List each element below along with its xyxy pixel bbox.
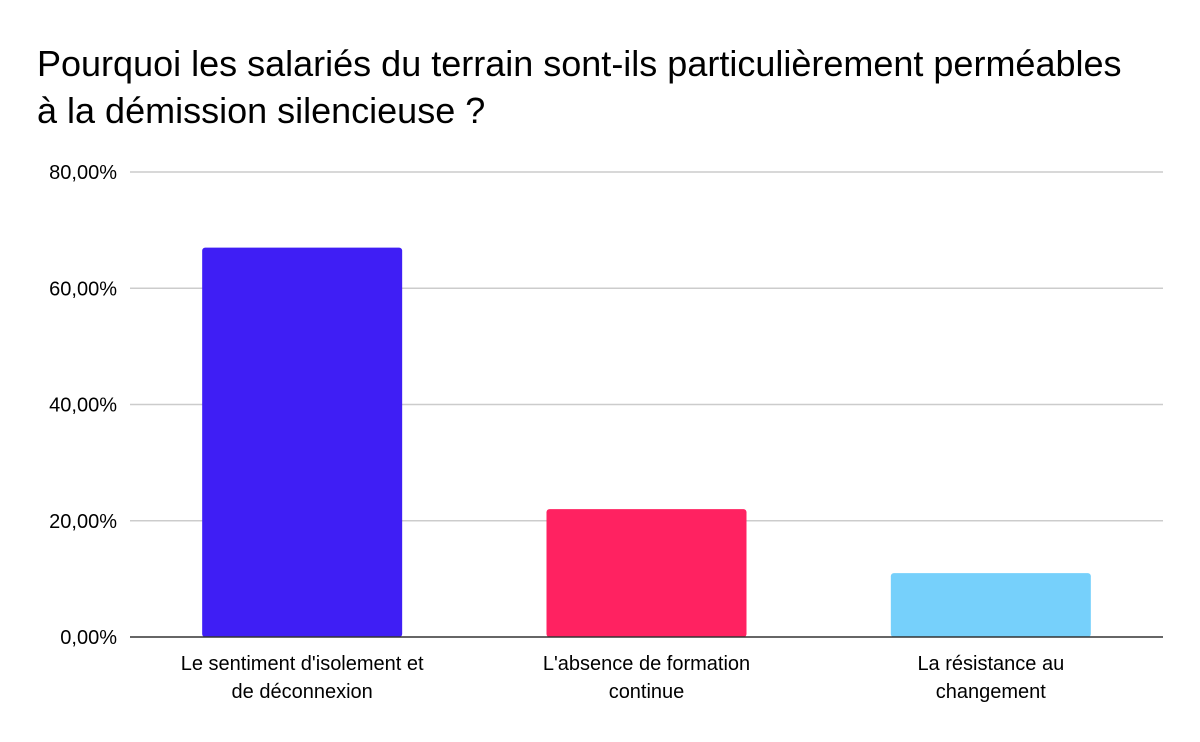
y-tick-label: 80,00% bbox=[49, 162, 117, 184]
y-tick-label: 40,00% bbox=[49, 395, 117, 417]
x-category-label: L'absence de formation continue bbox=[543, 653, 750, 703]
y-tick-label: 60,00% bbox=[49, 278, 117, 300]
bar bbox=[546, 509, 747, 637]
y-tick-label: 20,00% bbox=[49, 511, 117, 533]
x-category-label: La résistance au changement bbox=[917, 653, 1064, 703]
y-axis-tick-labels: 0,00% 20,00% 40,00% 60,00% 80,00% bbox=[49, 162, 117, 649]
x-category-label: Le sentiment d'isolement et de déconnexio… bbox=[181, 653, 424, 703]
y-tick-label: 0,00% bbox=[60, 627, 117, 649]
x-axis-category-labels: Le sentiment d'isolement et de déconnexio… bbox=[181, 653, 1064, 703]
chart-title: Pourquoi les salariés du terrain sont-il… bbox=[37, 43, 1122, 131]
bar bbox=[890, 573, 1091, 637]
bar bbox=[202, 247, 403, 637]
bars bbox=[202, 247, 1091, 637]
